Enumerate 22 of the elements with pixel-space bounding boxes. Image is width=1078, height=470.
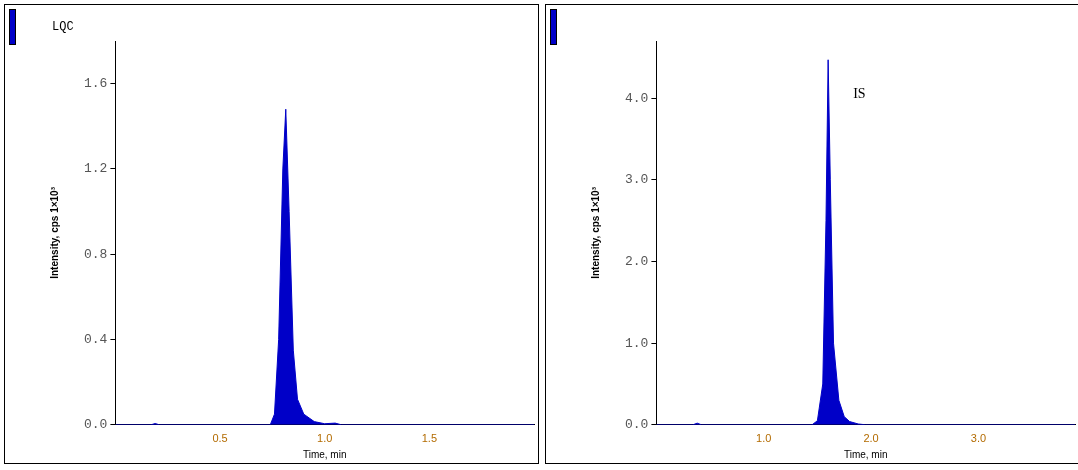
y-tick-label: 3.0 (625, 172, 649, 188)
y-tick-label: 4.0 (625, 90, 649, 106)
y-tick-label: 2.0 (625, 253, 649, 269)
chart-title: LQC (52, 20, 74, 35)
x-tick-label: 1.0 (756, 432, 772, 445)
x-axis-title: Time, min (302, 448, 347, 460)
annotation: IS (853, 86, 866, 102)
y-axis-title: Intensity, cps 1×10³ (589, 186, 601, 279)
y-tick-label: 1.2 (84, 161, 108, 177)
x-tick-label: 2.0 (863, 432, 879, 445)
x-axis-title: Time, min (843, 448, 888, 460)
x-tick-label: 1.0 (317, 432, 333, 445)
y-tick-label: 0.4 (84, 331, 108, 347)
y-axis-title: Intensity, cps 1×10³ (48, 186, 60, 279)
y-tick-label: 1.0 (625, 335, 649, 351)
x-tick-label: 3.0 (970, 432, 987, 445)
y-tick-label: 1.6 (84, 76, 108, 92)
x-tick-label: 0.5 (212, 432, 228, 445)
x-tick-label: 1.5 (421, 432, 437, 445)
y-tick-label: 0.0 (625, 417, 649, 433)
y-tick-label: 0.8 (84, 246, 108, 262)
y-tick-label: 0.0 (84, 417, 108, 433)
